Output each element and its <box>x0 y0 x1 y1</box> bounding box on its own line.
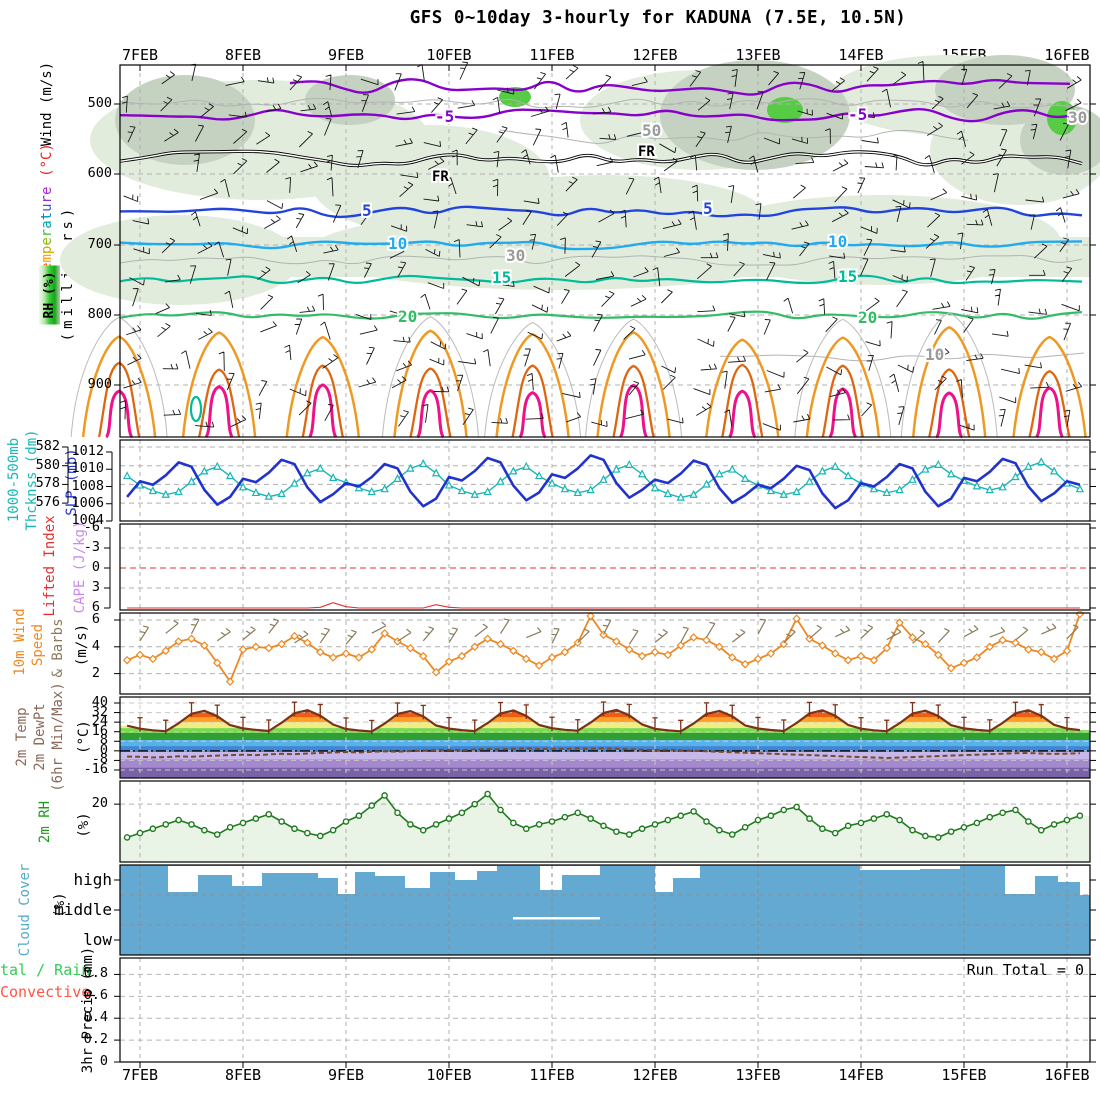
x-tick-label-top: 8FEB <box>224 46 262 64</box>
x-tick-label-bottom: 13FEB <box>735 1066 781 1084</box>
panel-wind10m <box>114 609 1096 695</box>
y-tick-label: 0.6 <box>83 987 108 1004</box>
x-tick-label-bottom: 7FEB <box>121 1066 159 1084</box>
y-tick-label: 20 <box>91 795 108 812</box>
y-tick-label: 32 <box>91 703 108 720</box>
y-tick-label: 1006 <box>71 494 104 511</box>
y-tick-label: 3 <box>91 579 100 595</box>
x-tick-label-bottom: 12FEB <box>632 1066 678 1084</box>
y-tick-label: 2 <box>91 664 100 681</box>
temperature-letter: m <box>39 254 55 263</box>
y-tick-label: 0.2 <box>83 1031 108 1048</box>
y-tick-label: 6 <box>91 599 100 615</box>
contour-label: 20 <box>398 307 417 326</box>
contour-label: FR <box>638 144 655 160</box>
y-tick-label: 580 <box>35 456 60 473</box>
y-tick-label: 4 <box>91 637 100 654</box>
y-tick-label: 700 <box>87 236 112 252</box>
panel-rh2m <box>114 780 1096 863</box>
x-tick-label-bottom: 9FEB <box>327 1066 365 1084</box>
y-tick-label: 0 <box>91 559 100 575</box>
contour-label: 10 <box>388 234 407 253</box>
contour-label: FR <box>432 169 449 185</box>
contour-label: 30 <box>1068 108 1087 127</box>
contour-label: 50 <box>642 121 661 140</box>
y-tick-label: -16 <box>83 760 108 777</box>
precip-convective-label: Convective <box>0 983 91 1001</box>
temperature-letter: u <box>39 203 55 212</box>
temperature-letter: a <box>39 220 55 229</box>
x-tick-label-top: 11FEB <box>529 46 575 64</box>
panel-precip <box>114 957 1096 1068</box>
contour-label: 15 <box>838 267 857 286</box>
x-tick-label-bottom: 10FEB <box>426 1066 472 1084</box>
y-tick-label: 24 <box>91 713 108 730</box>
y-tick-label: 900 <box>87 376 112 392</box>
y-tick-label: 576 <box>35 494 60 511</box>
cloud-row-label: middle <box>54 900 112 919</box>
y-tick-label: 1008 <box>71 477 104 494</box>
precip-total-label: tal / Rain <box>0 961 91 979</box>
x-tick-label-top: 7FEB <box>121 46 159 64</box>
panel-cloud-cover <box>114 864 1096 956</box>
panel-thickness-slp <box>62 439 1096 522</box>
y-tick-label: 40 <box>91 694 108 710</box>
panel-li-cape <box>104 523 1096 611</box>
cloud-row-label: low <box>83 930 112 949</box>
x-tick-label-bottom: 15FEB <box>941 1066 987 1084</box>
contour-label: 20 <box>858 308 877 327</box>
y-tick-label: 0 <box>99 1053 108 1069</box>
y-tick-label: -3 <box>83 539 100 555</box>
x-tick-label-top: 13FEB <box>735 46 781 64</box>
y-tick-label: 6 <box>91 611 100 627</box>
y-tick-label: 1004 <box>71 512 104 528</box>
x-tick-label-top: 16FEB <box>1044 46 1090 64</box>
contour-label: 15 <box>492 268 511 287</box>
contour-label: 30 <box>506 246 525 265</box>
x-tick-label-bottom: 16FEB <box>1044 1066 1090 1084</box>
contour-label: -5 <box>435 107 454 126</box>
page-title: GFS 0~10day 3-hourly for KADUNA (7.5E, 1… <box>409 8 907 28</box>
temperature-letter: r <box>39 228 55 238</box>
contour-label: 10 <box>925 345 944 364</box>
contour-label: 5 <box>362 201 372 220</box>
temperature-letter: e <box>39 186 55 196</box>
y-tick-label: 578 <box>35 475 60 492</box>
contour-label: 5 <box>703 199 713 218</box>
temperature-letter: r <box>39 195 55 204</box>
y-tick-label: 600 <box>87 165 112 181</box>
y-tick-label: 800 <box>87 306 112 322</box>
temperature-letter: t <box>39 211 55 221</box>
y-tick-label: 0.4 <box>83 1009 108 1026</box>
x-tick-label-top: 10FEB <box>426 46 472 64</box>
x-tick-label-bottom: 8FEB <box>224 1066 262 1084</box>
x-tick-label-bottom: 11FEB <box>529 1066 575 1084</box>
y-tick-label: 1010 <box>71 460 104 477</box>
x-tick-label-top: 12FEB <box>632 46 678 64</box>
contour-label: 10 <box>828 232 847 251</box>
y-tick-label: 1012 <box>71 443 104 459</box>
x-tick-label-top: 14FEB <box>838 46 884 64</box>
cloud-row-label: high <box>73 870 112 889</box>
rh2m-unit-label: (%) <box>76 812 92 838</box>
y-tick-label: 0 <box>99 741 108 758</box>
y-tick-label: 582 <box>35 438 60 454</box>
y-tick-label: 8 <box>99 732 108 749</box>
panel-upper-air: -5 -5 FR FR 5 5 10 10 15 15 20 20 50 30 30 10 <box>60 55 1100 439</box>
y-tick-label: -8 <box>91 751 108 768</box>
y-tick-label: 0.8 <box>83 965 108 982</box>
contour-label: -5 <box>848 105 867 124</box>
y-tick-label: 16 <box>91 722 108 739</box>
x-tick-label-bottom: 14FEB <box>838 1066 884 1084</box>
panel-temp2m <box>114 696 1096 779</box>
x-tick-label-top: 9FEB <box>327 46 365 64</box>
y-tick-label: 500 <box>87 95 112 111</box>
y-tick-label: -6 <box>83 519 100 535</box>
